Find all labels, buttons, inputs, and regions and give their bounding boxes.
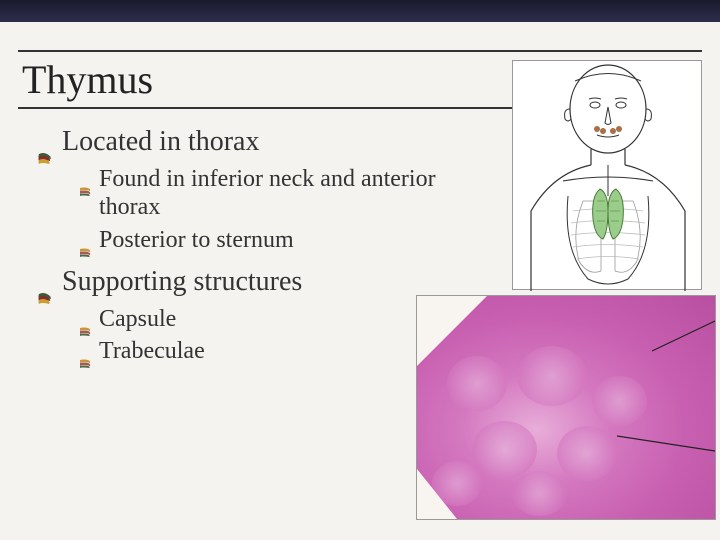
bullet-text: Located in thorax: [62, 125, 259, 159]
bullet-icon-l1: [38, 139, 52, 151]
bullet-level2: Capsule: [80, 305, 460, 334]
bullet-icon-l2: [80, 236, 91, 245]
bullet-icon-l2: [80, 315, 91, 324]
anatomy-illustration: [512, 60, 702, 290]
bullet-level2: Trabeculae: [80, 337, 460, 366]
bullet-icon-l2: [80, 347, 91, 356]
bullet-level2: Found in inferior neck and anterior thor…: [80, 165, 460, 223]
bullet-text: Capsule: [99, 305, 176, 334]
decorative-top-bar: [0, 0, 720, 22]
bullet-text: Trabeculae: [99, 337, 205, 366]
bullet-text: Posterior to sternum: [99, 226, 294, 255]
histology-micrograph: [416, 295, 716, 520]
bullet-icon-l1: [38, 279, 52, 291]
bullet-level2: Posterior to sternum: [80, 226, 460, 255]
bullet-text: Found in inferior neck and anterior thor…: [99, 165, 460, 223]
bullet-text: Supporting structures: [62, 265, 302, 299]
title-rule-top: [18, 50, 702, 52]
bullet-icon-l2: [80, 175, 91, 184]
